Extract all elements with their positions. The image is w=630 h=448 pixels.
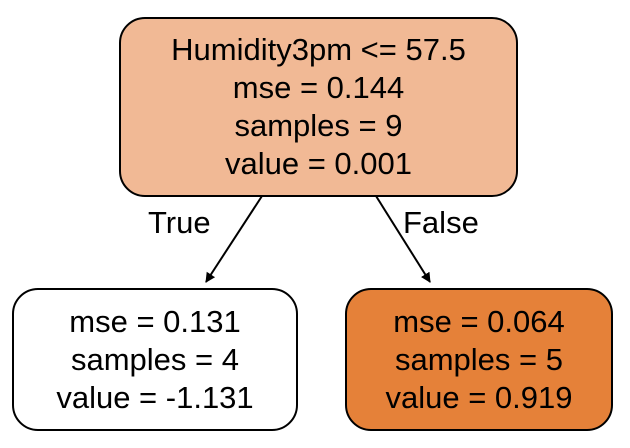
root-mse: mse = 0.144	[232, 70, 405, 105]
edge-true-label: True	[148, 205, 211, 240]
left-mse: mse = 0.131	[69, 303, 241, 339]
edge-true-arrow	[205, 195, 263, 283]
left-value: value = -1.131	[56, 379, 254, 415]
root-samples: samples = 9	[234, 108, 403, 143]
edge-false-arrow	[375, 195, 431, 283]
root-node: Humidity3pm <= 57.5 mse = 0.144 samples …	[119, 17, 518, 197]
edge-false-label: False	[403, 205, 479, 240]
root-condition: Humidity3pm <= 57.5	[171, 32, 466, 67]
root-value: value = 0.001	[224, 146, 412, 181]
right-value: value = 0.919	[385, 379, 573, 415]
left-samples: samples = 4	[70, 341, 239, 377]
right-mse: mse = 0.064	[393, 303, 565, 339]
right-leaf-node: mse = 0.064 samples = 5 value = 0.919	[345, 288, 613, 431]
left-leaf-node: mse = 0.131 samples = 4 value = -1.131	[12, 288, 298, 431]
right-samples: samples = 5	[394, 341, 563, 377]
